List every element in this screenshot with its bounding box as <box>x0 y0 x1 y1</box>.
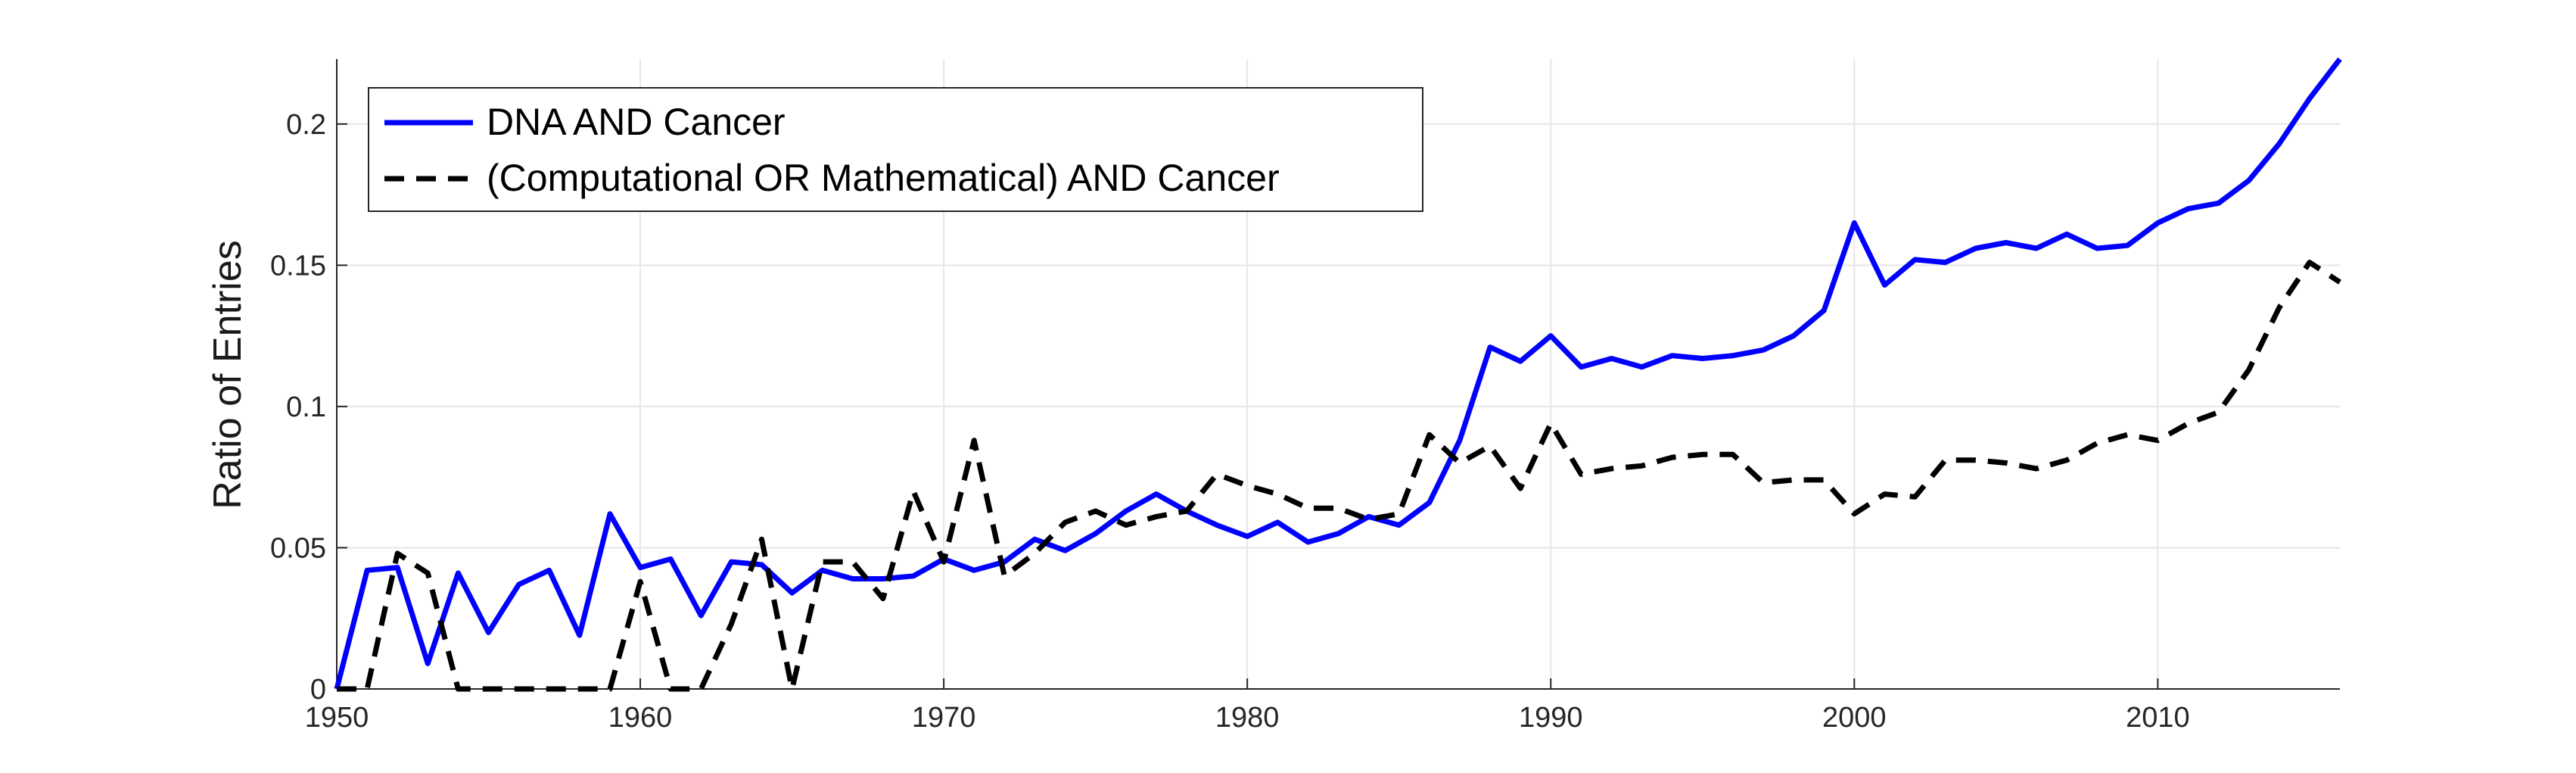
legend-label-computational-or-mathematical-and-cancer: (Computational OR Mathematical) AND Canc… <box>487 157 1280 199</box>
y-tick-label: 0 <box>310 674 326 706</box>
y-tick-label: 0.05 <box>270 532 326 564</box>
series-lines <box>334 57 2342 692</box>
x-tick-label: 1950 <box>305 702 369 734</box>
series-line-dna-and-cancer <box>334 57 2342 690</box>
y-tick-label: 0.2 <box>286 109 326 141</box>
tick-labels: 1950 1960 1970 1980 1990 2000 2010 0 0.05 0.1 0.15… <box>270 109 2190 734</box>
y-axis-label: Ratio of Entries <box>206 240 250 510</box>
legend: DNA AND Cancer (Computational OR Mathema… <box>368 87 1423 212</box>
x-tick-label: 1960 <box>608 702 673 734</box>
x-tick-label: 2010 <box>2126 702 2190 734</box>
y-tick-label: 0.15 <box>270 250 326 282</box>
legend-label-dna-and-cancer: DNA AND Cancer <box>487 101 786 143</box>
x-tick-label: 1990 <box>1519 702 1583 734</box>
x-tick-label: 1970 <box>912 702 976 734</box>
legend-box <box>368 87 1423 212</box>
x-tick-label: 2000 <box>1822 702 1887 734</box>
x-tick-label: 1980 <box>1215 702 1280 734</box>
y-tick-label: 0.1 <box>286 391 326 423</box>
series-line-computational-or-mathematical-and-cancer <box>337 260 2341 692</box>
